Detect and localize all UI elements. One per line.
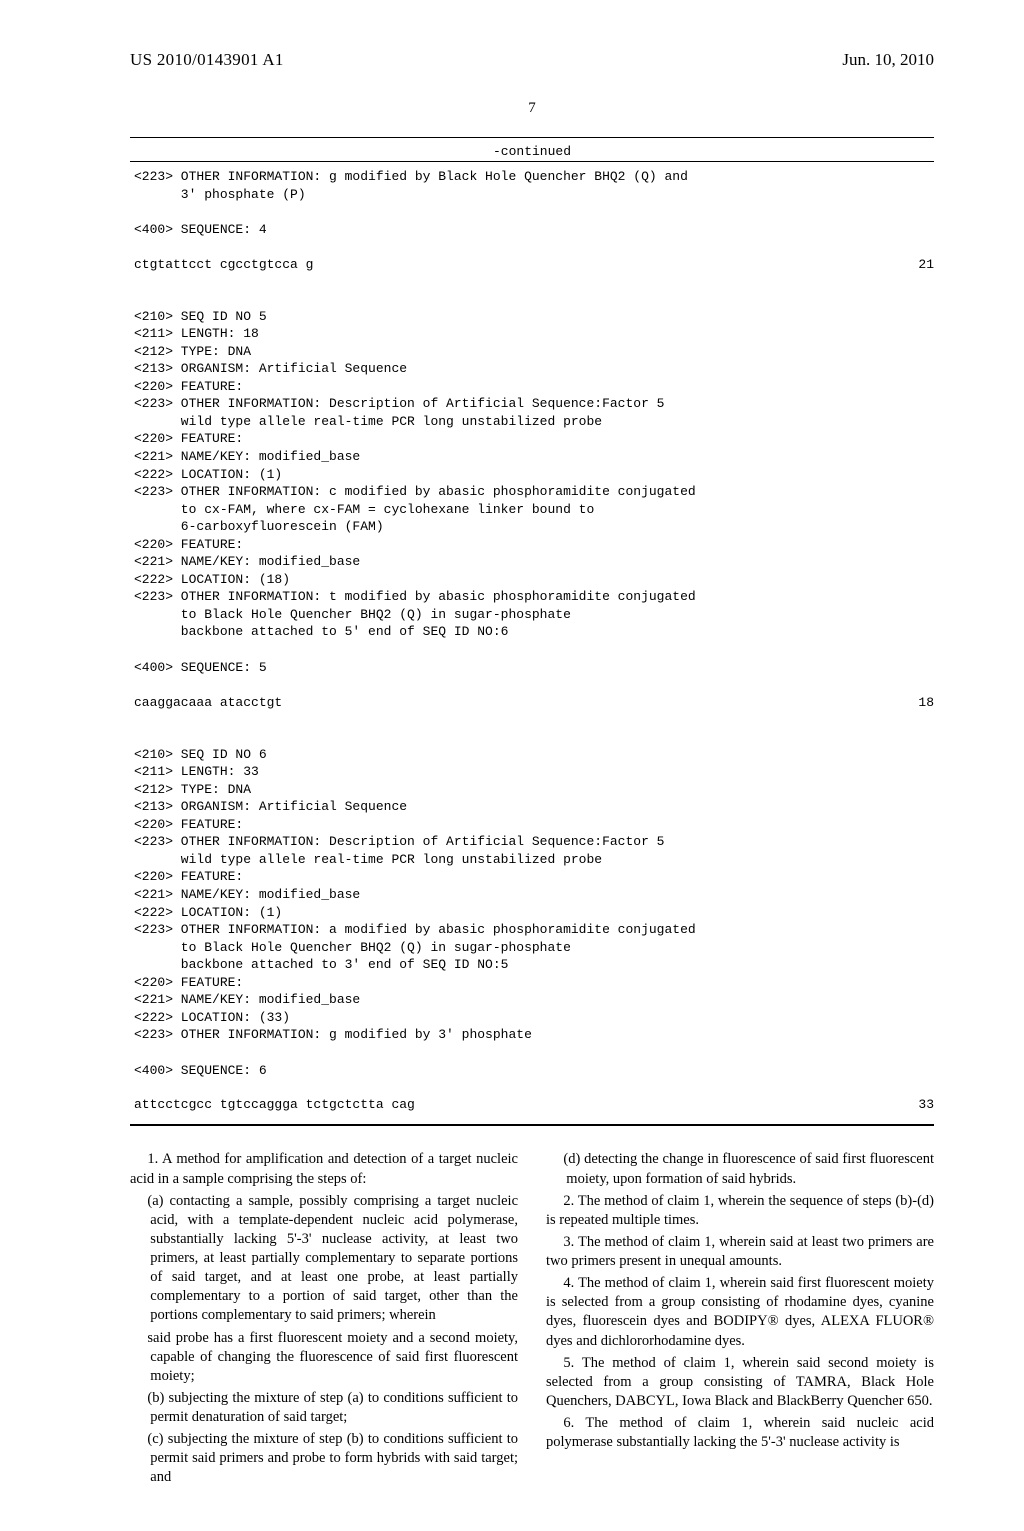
claims-right-column: (d) detecting the change in fluorescence… (546, 1150, 934, 1490)
claim-1a: (a) contacting a sample, possibly compri… (150, 1192, 518, 1326)
claim-3: 3. The method of claim 1, wherein said a… (546, 1233, 934, 1271)
divider-top (130, 137, 934, 138)
continued-label: -continued (130, 144, 934, 159)
seq6-sequence: attcctcgcc tgtccaggga tctgctctta cag (134, 1097, 415, 1112)
claim-1d: (d) detecting the change in fluorescence… (566, 1150, 934, 1188)
claims-left-column: 1. A method for amplification and detect… (130, 1150, 518, 1490)
seq6-count: 33 (918, 1097, 934, 1112)
seq4-count: 21 (918, 257, 934, 272)
seq5-count: 18 (918, 695, 934, 710)
claim-4: 4. The method of claim 1, wherein said f… (546, 1274, 934, 1351)
page-number: 7 (130, 100, 934, 117)
seq6-line: attcctcgcc tgtccaggga tctgctctta cag 33 (130, 1097, 934, 1112)
divider-bottom (130, 1124, 934, 1126)
claim-5: 5. The method of claim 1, wherein said s… (546, 1354, 934, 1411)
claim-1-wherein: said probe has a first fluorescent moiet… (150, 1329, 518, 1386)
claim-1b: (b) subjecting the mixture of step (a) t… (150, 1389, 518, 1427)
claim-1c: (c) subjecting the mixture of step (b) t… (150, 1430, 518, 1487)
claim-1: 1. A method for amplification and detect… (130, 1150, 518, 1188)
seq5-line: caaggacaaa atacctgt 18 (130, 695, 934, 710)
patent-number: US 2010/0143901 A1 (130, 50, 284, 70)
seq6-meta: <210> SEQ ID NO 6 <211> LENGTH: 33 <212>… (130, 746, 934, 1044)
seq5-label: <400> SEQUENCE: 5 (130, 659, 934, 677)
seq4-info: <223> OTHER INFORMATION: g modified by B… (130, 168, 934, 203)
claims-section: 1. A method for amplification and detect… (130, 1150, 934, 1490)
page-container: US 2010/0143901 A1 Jun. 10, 2010 7 -cont… (0, 0, 1024, 1531)
seq4-label: <400> SEQUENCE: 4 (130, 221, 934, 239)
divider-under-continued (130, 161, 934, 162)
seq5-sequence: caaggacaaa atacctgt (134, 695, 282, 710)
header: US 2010/0143901 A1 Jun. 10, 2010 (130, 50, 934, 70)
claim-6: 6. The method of claim 1, wherein said n… (546, 1414, 934, 1452)
seq4-sequence: ctgtattcct cgcctgtcca g (134, 257, 313, 272)
claim-2: 2. The method of claim 1, wherein the se… (546, 1192, 934, 1230)
seq5-meta: <210> SEQ ID NO 5 <211> LENGTH: 18 <212>… (130, 308, 934, 641)
publication-date: Jun. 10, 2010 (842, 50, 934, 70)
seq4-line: ctgtattcct cgcctgtcca g 21 (130, 257, 934, 272)
seq6-label: <400> SEQUENCE: 6 (130, 1062, 934, 1080)
